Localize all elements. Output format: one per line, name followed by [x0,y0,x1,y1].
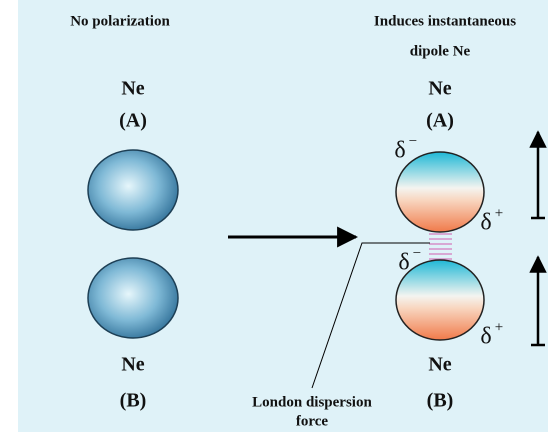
charge-sign: + [495,205,503,221]
atom-symbol: Ne [121,354,144,376]
atom [88,258,178,338]
atom-symbol: Ne [121,78,144,100]
annotation: London dispersion [252,394,372,410]
atom-symbol: Ne [428,78,451,100]
left-title: No polarization [70,13,170,29]
atom-symbol: Ne [428,354,451,376]
atom-label: (B) [120,390,147,412]
charge: δ [480,324,491,350]
polarized-atom [396,152,484,232]
diagram: No polarization Induces instantaneous di… [0,0,560,438]
atom [88,150,178,230]
atom-label: (A) [426,110,454,132]
right-title: Induces instantaneous [374,13,516,29]
charge-sign: − [413,245,421,261]
right-title: dipole Ne [410,43,471,59]
charge: δ [398,250,409,276]
annotation: force [296,413,329,429]
charge-sign: + [495,319,503,335]
atom-label: (A) [119,110,147,132]
charge: δ [480,210,491,236]
atom-label: (B) [427,390,454,412]
page: No polarization Induces instantaneous di… [0,0,560,438]
charge: δ [394,138,405,164]
charge-sign: − [409,133,417,149]
